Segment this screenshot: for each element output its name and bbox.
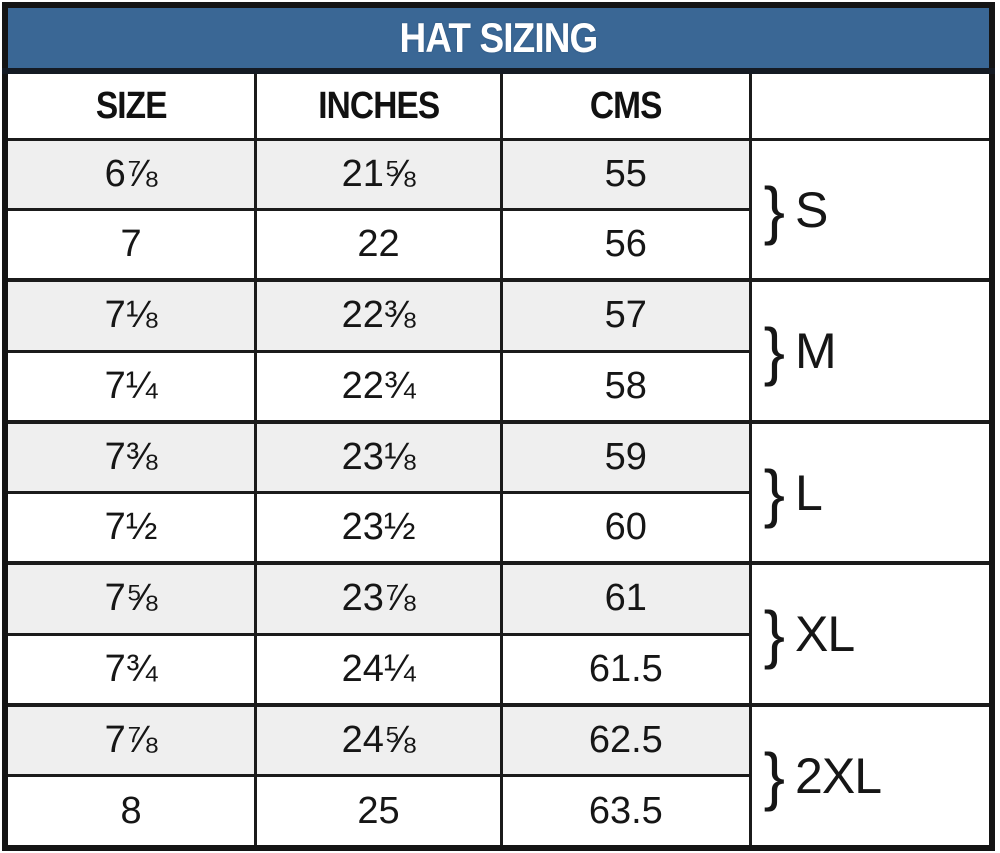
size-cell: 7⅝: [3, 561, 258, 636]
size-group-cell-xl: } XL: [748, 561, 994, 707]
table-row: 7½ 23½ 60: [3, 491, 992, 565]
table-title-cell: HAT SIZING: [3, 3, 994, 74]
size-cell: 7⅛: [3, 278, 258, 353]
size-cell: 7¼: [3, 349, 258, 424]
size-group-cell-2xl: } 2XL: [748, 702, 994, 850]
inches-cell: 24¼: [254, 632, 503, 707]
size-cell: 7½: [3, 491, 258, 565]
table-row: 7⅝ 23⅞ 61 } XL: [3, 561, 994, 707]
inches-cell: 23½: [254, 491, 503, 565]
table-title-row: HAT SIZING: [3, 3, 994, 74]
size-group-cell-m: } M: [748, 278, 994, 424]
cms-cell: 63.5: [499, 774, 752, 850]
column-header-cms: CMS: [499, 69, 752, 141]
cms-cell: 58: [499, 349, 752, 424]
size-cell: 8: [3, 774, 258, 850]
size-group-cell-s: } S: [748, 138, 994, 282]
size-group-label: 2XL: [795, 747, 882, 804]
brace-glyph: }: [763, 598, 786, 671]
table-row: 7¾ 24¼ 61.5: [3, 632, 992, 707]
size-cell: 6⅞: [3, 138, 258, 211]
size-group-label: S: [795, 181, 828, 238]
inches-cell: 25: [254, 774, 503, 850]
cms-cell: 55: [499, 138, 752, 211]
column-header-row: SIZE INCHES CMS: [3, 69, 994, 141]
table-row: 7⅜ 23⅛ 59 } L: [3, 419, 994, 565]
cms-cell: 59: [499, 419, 752, 495]
cms-cell: 62.5: [499, 702, 752, 778]
brace-glyph: }: [763, 315, 786, 388]
table-row: 7¼ 22¾ 58: [3, 349, 992, 424]
size-cell: 7⅞: [3, 702, 258, 778]
size-group-cell-l: } L: [748, 419, 994, 565]
size-cell: 7⅜: [3, 419, 258, 495]
size-group-label: L: [795, 464, 823, 521]
inches-cell: 23⅞: [254, 561, 503, 636]
inches-cell: 23⅛: [254, 419, 503, 495]
inches-cell: 22: [254, 208, 503, 282]
cms-cell: 57: [499, 278, 752, 353]
inches-cell: 21⅝: [254, 138, 503, 211]
cms-cell: 60: [499, 491, 752, 565]
column-header-group: [748, 69, 994, 141]
inches-cell: 22¾: [254, 349, 503, 424]
brace-glyph: }: [763, 739, 786, 812]
table-row: 7 22 56: [3, 208, 992, 282]
brace-glyph: }: [763, 173, 786, 246]
cms-cell: 61: [499, 561, 752, 636]
table-row: 6⅞ 21⅝ 55 } S: [3, 138, 994, 282]
inches-cell: 24⅝: [254, 702, 503, 778]
brace-glyph: }: [763, 456, 786, 529]
size-group-label: M: [795, 323, 837, 380]
cms-cell: 56: [499, 208, 752, 282]
table-row: 7⅛ 22⅜ 57 } M: [3, 278, 994, 424]
size-cell: 7: [3, 208, 258, 282]
cms-cell: 61.5: [499, 632, 752, 707]
table-row: 8 25 63.5: [3, 774, 992, 850]
size-cell: 7¾: [3, 632, 258, 707]
inches-cell: 22⅜: [254, 278, 503, 353]
column-header-inches: INCHES: [254, 69, 503, 141]
page-title: HAT SIZING: [399, 14, 599, 61]
table-row: 7⅞ 24⅝ 62.5 } 2XL: [3, 702, 994, 850]
column-header-size: SIZE: [3, 69, 258, 141]
size-group-label: XL: [795, 606, 855, 663]
